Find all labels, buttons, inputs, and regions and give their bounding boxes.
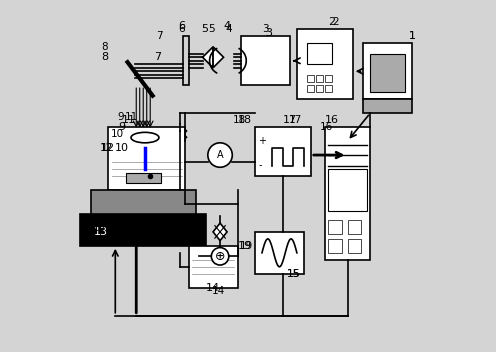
Bar [348, 239, 362, 253]
Circle shape [208, 143, 232, 167]
Bar [363, 99, 412, 113]
Text: 1: 1 [409, 31, 416, 41]
Text: 2: 2 [332, 17, 339, 27]
Text: 12: 12 [101, 143, 116, 153]
Circle shape [211, 247, 229, 265]
Bar [241, 36, 290, 85]
Text: 5: 5 [208, 24, 215, 34]
Text: 10: 10 [111, 129, 124, 139]
Text: 5: 5 [201, 24, 208, 34]
Text: 4: 4 [224, 21, 231, 31]
Text: 14: 14 [206, 283, 220, 293]
Bar [126, 172, 161, 183]
Bar [328, 239, 342, 253]
Text: 11: 11 [123, 115, 136, 125]
Polygon shape [213, 223, 227, 241]
Polygon shape [213, 47, 224, 68]
Ellipse shape [131, 132, 159, 143]
Text: -: - [258, 161, 262, 170]
Bar [255, 232, 304, 274]
Text: 16: 16 [325, 115, 339, 125]
Text: 15: 15 [287, 269, 300, 279]
Bar [91, 190, 195, 218]
Polygon shape [190, 251, 201, 256]
Text: 19: 19 [240, 241, 253, 251]
Text: 12: 12 [100, 143, 113, 153]
Text: 7: 7 [156, 31, 162, 41]
Text: ⊕: ⊕ [215, 250, 225, 263]
Text: 17: 17 [283, 115, 297, 125]
Bar [308, 84, 314, 92]
Text: 4: 4 [226, 24, 232, 34]
Bar [348, 220, 362, 234]
Bar [308, 75, 314, 82]
Bar [363, 43, 412, 99]
Bar [316, 84, 323, 92]
Polygon shape [173, 131, 187, 138]
Text: 14: 14 [212, 286, 225, 296]
Text: 9: 9 [117, 112, 124, 122]
Text: 2: 2 [328, 17, 335, 27]
Bar [325, 127, 370, 260]
Text: 9: 9 [119, 122, 126, 132]
Text: 3: 3 [262, 24, 269, 34]
Text: 11: 11 [124, 112, 137, 122]
Bar [297, 29, 353, 99]
Text: 3: 3 [265, 28, 272, 38]
Bar [188, 246, 238, 288]
Bar [328, 220, 342, 234]
Bar [370, 54, 405, 92]
Bar [255, 127, 311, 176]
Text: 17: 17 [289, 115, 302, 125]
Polygon shape [202, 47, 213, 68]
Bar [108, 127, 185, 190]
Text: 6: 6 [179, 24, 185, 34]
Text: 13: 13 [94, 227, 108, 237]
Text: 16: 16 [320, 122, 333, 132]
Text: 10: 10 [115, 143, 129, 153]
Text: 13: 13 [93, 224, 106, 233]
Text: 19: 19 [238, 241, 251, 251]
Text: 6: 6 [178, 21, 185, 31]
Bar [325, 84, 332, 92]
Text: +: + [258, 136, 266, 146]
Bar [184, 36, 188, 85]
Text: 1: 1 [409, 31, 416, 41]
Polygon shape [173, 131, 187, 138]
Text: 18: 18 [233, 115, 246, 125]
Bar [328, 169, 367, 211]
Text: 8: 8 [101, 52, 109, 62]
Bar [316, 75, 323, 82]
Text: 18: 18 [238, 115, 251, 125]
Text: 7: 7 [154, 52, 161, 62]
Bar [308, 43, 332, 64]
Text: 8: 8 [102, 42, 108, 52]
Text: A: A [217, 150, 223, 160]
Text: 15: 15 [286, 269, 301, 279]
Bar [325, 75, 332, 82]
Bar [80, 214, 206, 246]
Polygon shape [190, 251, 201, 256]
